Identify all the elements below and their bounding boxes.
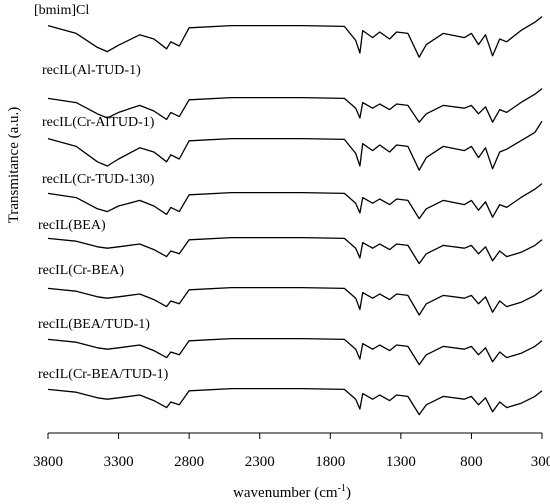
series-line: [47, 183, 543, 220]
series-line: [47, 88, 543, 123]
x-axis-title-close: ): [346, 485, 351, 501]
series-label: recIL(BEA/TUD-1): [38, 317, 150, 332]
series-layer: [47, 16, 543, 416]
x-axis-title-main: wavenumber (cm: [233, 485, 338, 501]
x-tick-label: 800: [460, 454, 483, 470]
series-line: [47, 236, 543, 265]
x-tick-label: 3800: [33, 454, 63, 470]
series-label: recIL(BEA): [38, 218, 106, 233]
x-tick-label: 3300: [104, 454, 134, 470]
series-label: recIL(Cr-AlTUD-1): [42, 115, 155, 130]
series-line: [47, 337, 543, 366]
series-label-layer: [bmim]Cl recIL(Al-TUD-1) recIL(Cr-AlTUD-1)…: [34, 3, 169, 382]
x-axis-title-sup: -1: [338, 483, 346, 494]
series-label: recIL(Al-TUD-1): [42, 63, 141, 78]
x-tick-layer: 3800 3300 2800 2300 1800 1300 800 300: [33, 433, 550, 470]
x-tick-label: 2300: [245, 454, 275, 470]
y-axis-title: Transmitance (a.u.): [6, 107, 22, 224]
series-line: [47, 120, 543, 171]
series-line: [47, 286, 543, 316]
series-label: recIL(Cr-BEA/TUD-1): [38, 367, 169, 382]
x-axis-title: wavenumber (cm-1): [233, 483, 351, 501]
series-line: [47, 16, 543, 58]
series-label: recIL(Cr-TUD-130): [42, 172, 155, 187]
series-label: [bmim]Cl: [34, 3, 89, 18]
series-line: [47, 387, 543, 416]
x-tick-label: 1300: [386, 454, 416, 470]
x-tick-label: 2800: [174, 454, 204, 470]
series-label: recIL(Cr-BEA): [38, 263, 124, 278]
x-tick-label: 300: [531, 454, 550, 470]
x-tick-label: 1800: [315, 454, 345, 470]
